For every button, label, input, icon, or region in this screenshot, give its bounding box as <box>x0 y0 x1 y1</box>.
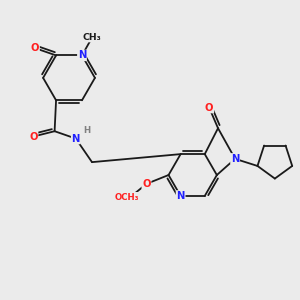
Text: O: O <box>205 103 213 112</box>
Text: H: H <box>83 126 91 135</box>
Text: N: N <box>78 50 86 60</box>
Text: N: N <box>72 134 80 144</box>
Text: OCH₃: OCH₃ <box>115 193 140 202</box>
Text: O: O <box>31 43 39 53</box>
Text: O: O <box>142 179 151 189</box>
Text: CH₃: CH₃ <box>83 33 102 42</box>
Text: N: N <box>231 154 239 164</box>
Text: O: O <box>29 131 38 142</box>
Text: N: N <box>176 191 185 201</box>
